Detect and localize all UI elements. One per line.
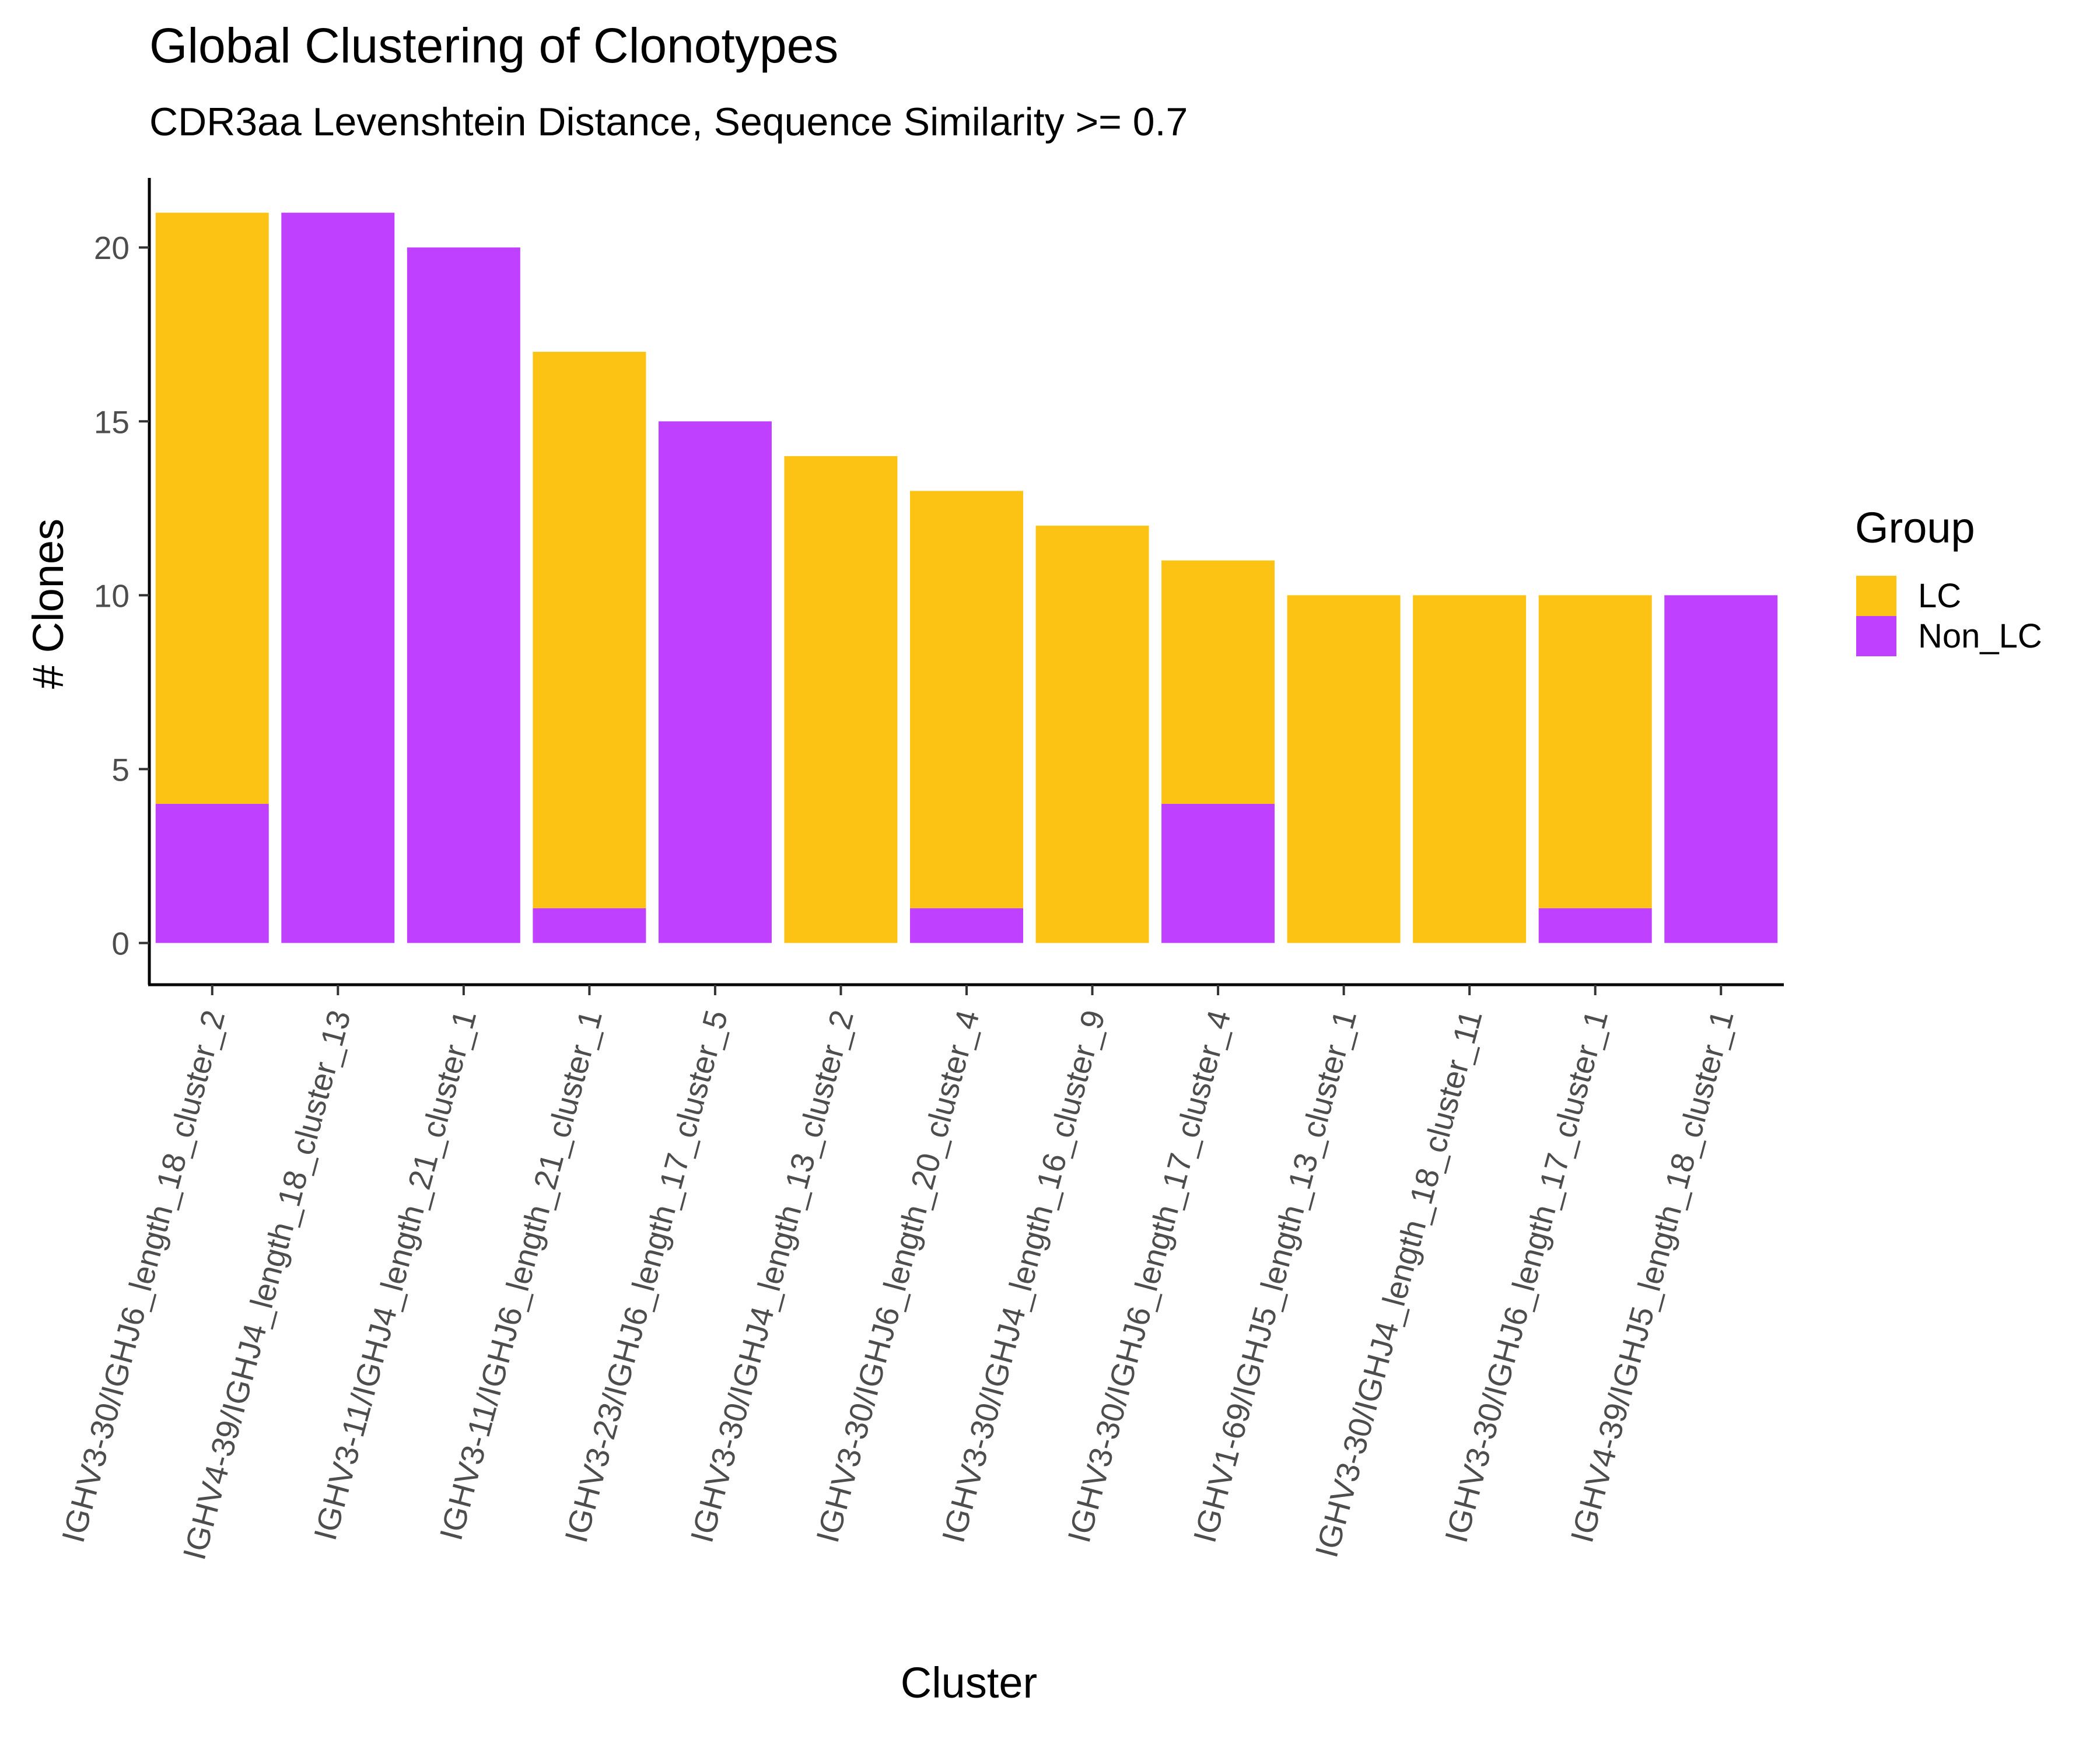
bar-lc-8 xyxy=(1035,526,1149,943)
bar-lc-1 xyxy=(155,212,269,804)
bar-lc-12 xyxy=(1538,595,1652,908)
bar-non-lc-9 xyxy=(1161,804,1275,943)
bar-non-lc-2 xyxy=(281,212,395,943)
bar-non-lc-13 xyxy=(1664,595,1778,943)
y-tick-label-15: 15 xyxy=(94,404,130,440)
bar-non-lc-7 xyxy=(910,908,1023,943)
legend-title: Group xyxy=(1855,503,1975,552)
y-tick-label-5: 5 xyxy=(111,751,130,788)
bar-non-lc-12 xyxy=(1538,908,1652,943)
bar-lc-7 xyxy=(910,491,1023,908)
y-tick-label-0: 0 xyxy=(111,925,130,961)
bars-layer xyxy=(155,212,1778,943)
bar-non-lc-1 xyxy=(155,804,269,943)
legend-swatch-non-lc xyxy=(1856,616,1896,656)
bar-lc-6 xyxy=(784,456,898,943)
bar-non-lc-4 xyxy=(533,908,646,943)
bar-non-lc-3 xyxy=(407,247,520,943)
bar-lc-10 xyxy=(1287,595,1401,943)
legend-label-non-lc: Non_LC xyxy=(1918,617,2042,655)
y-tick-label-20: 20 xyxy=(94,230,130,266)
bar-lc-4 xyxy=(533,352,646,908)
y-tick-label-10: 10 xyxy=(94,578,130,614)
bar-lc-9 xyxy=(1161,560,1275,804)
bar-lc-11 xyxy=(1413,595,1527,943)
x-axis-title: Cluster xyxy=(901,1658,1037,1707)
chart-title: Global Clustering of Clonotypes xyxy=(149,18,838,73)
y-axis-title: # Clones xyxy=(24,519,72,689)
chart-subtitle: CDR3aa Levenshtein Distance, Sequence Si… xyxy=(149,100,1188,144)
legend-swatch-lc xyxy=(1856,576,1896,616)
bar-non-lc-5 xyxy=(658,421,772,943)
legend-label-lc: LC xyxy=(1918,577,1961,615)
